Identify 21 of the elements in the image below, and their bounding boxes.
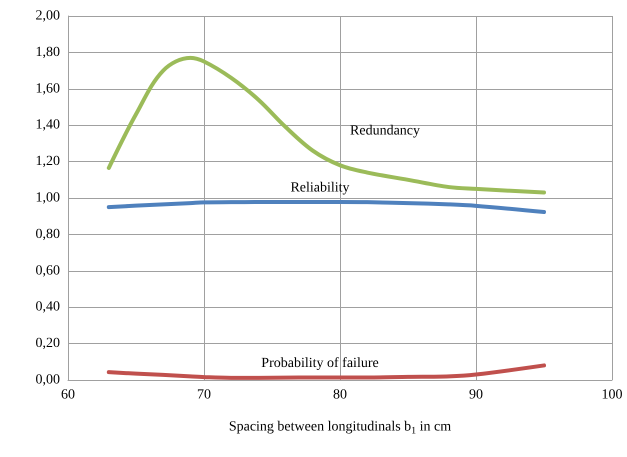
line-series [106,56,546,195]
x-tick-label: 60 [61,388,75,402]
y-tick-label: 1,00 [36,190,60,206]
y-tick-label: 1,20 [36,154,60,170]
x-tick-label: 70 [197,388,211,402]
y-tick-label: 0,40 [36,300,60,315]
x-tick-label: 90 [469,388,483,402]
y-tick-label: 0,80 [36,226,60,242]
x-tick-label: 80 [333,388,347,402]
y-tick-label: 1,40 [36,118,60,133]
line-series [106,200,546,214]
y-tick-label: 0,60 [36,263,60,278]
y-tick-label: 1,80 [36,44,60,60]
series-label: Probability of failure [261,356,379,371]
x-tick-label: 100 [602,388,622,402]
y-tick-label: 1,60 [36,81,60,96]
y-tick-label: 2,00 [36,8,60,24]
y-tick-label: 0,00 [36,372,60,388]
text: Redundancy [350,124,420,139]
y-tick-label: 0,20 [36,336,60,352]
series-label: Reliability [290,180,350,196]
